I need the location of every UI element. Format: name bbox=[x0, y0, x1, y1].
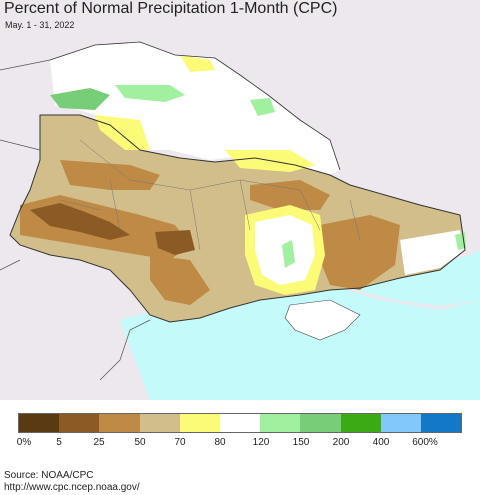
precipitation-map bbox=[0, 0, 480, 400]
legend-swatch-1 bbox=[59, 414, 100, 432]
legend-tick: 400 bbox=[372, 437, 390, 448]
legend-tick: 25 bbox=[93, 437, 105, 448]
legend-tick: 200 bbox=[332, 437, 350, 448]
map-title: Percent of Normal Precipitation 1-Month … bbox=[4, 0, 338, 17]
near-normal-band-north bbox=[95, 115, 150, 150]
legend-swatch-3 bbox=[139, 414, 180, 432]
legend-swatch-2 bbox=[99, 414, 140, 432]
legend-swatch-5 bbox=[219, 414, 261, 432]
wet-area-north bbox=[115, 85, 185, 102]
legend-tick: 70 bbox=[174, 437, 186, 448]
color-legend bbox=[18, 413, 462, 433]
normal-area-east bbox=[400, 230, 465, 275]
legend-swatch-6 bbox=[260, 414, 301, 432]
dry-zone-east bbox=[318, 215, 400, 290]
date-range: May. 1 - 31, 2022 bbox=[5, 20, 75, 30]
crimea bbox=[284, 299, 361, 341]
legend-swatch-10 bbox=[420, 414, 462, 432]
legend-tick: 150 bbox=[292, 437, 310, 448]
legend-swatch-0 bbox=[19, 414, 60, 432]
wet-patch-south bbox=[282, 240, 295, 268]
legend-swatch-4 bbox=[179, 414, 220, 432]
wet-area-northwest bbox=[50, 88, 110, 110]
legend-tick: 50 bbox=[134, 437, 146, 448]
dry-zone-northwest bbox=[60, 160, 160, 190]
near-normal-patch-north bbox=[180, 55, 215, 72]
very-dry-zone-west bbox=[30, 203, 130, 240]
neighbor-borders bbox=[0, 59, 151, 381]
dry-zone-central bbox=[250, 180, 330, 210]
dry-zone-south bbox=[150, 255, 210, 305]
legend-tick: 5 bbox=[56, 437, 62, 448]
legend-swatch-7 bbox=[300, 414, 341, 432]
legend-tick: 80 bbox=[214, 437, 226, 448]
belarus-border bbox=[49, 41, 341, 171]
oblast-boundaries bbox=[59, 139, 361, 251]
north-white-area bbox=[50, 42, 340, 180]
legend-swatch-8 bbox=[340, 414, 381, 432]
ukraine-border bbox=[9, 114, 466, 323]
legend-tick: 120 bbox=[252, 437, 270, 448]
wet-area-northeast bbox=[250, 98, 275, 116]
source-url: http://www.cpc.ncep.noaa.gov/ bbox=[4, 482, 140, 493]
source-label: Source: NOAA/CPC bbox=[4, 470, 94, 481]
legend-tick: 0% bbox=[16, 437, 32, 448]
very-dry-zone-central bbox=[155, 230, 195, 255]
legend-tick: 600% bbox=[412, 437, 438, 448]
legend-swatch-9 bbox=[380, 414, 421, 432]
legend-ticks: 0% 5 25 50 70 80 120 150 200 400 600% bbox=[0, 437, 480, 451]
